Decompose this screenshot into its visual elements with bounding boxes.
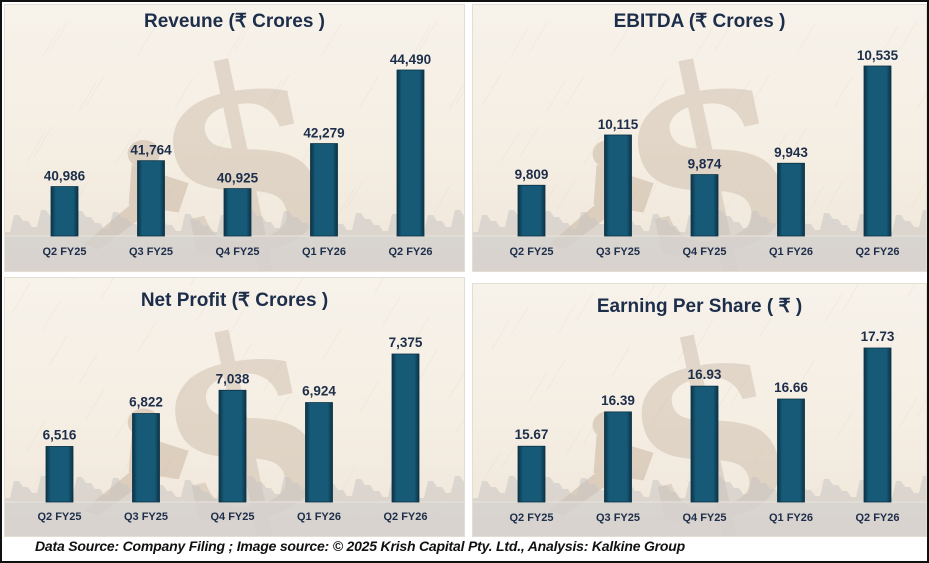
bar-value-label: 16.93 — [688, 367, 722, 382]
bar — [305, 402, 333, 503]
chart-title: Net Profit (₹ Crores ) — [141, 290, 328, 311]
bar — [517, 184, 546, 237]
skyline-silhouette — [473, 210, 926, 271]
skyline-silhouette — [5, 210, 464, 271]
bar-value-label: 7,375 — [389, 335, 423, 350]
bar — [223, 188, 252, 237]
bar — [137, 160, 165, 237]
bar — [45, 446, 74, 503]
bar-value-label: 10,535 — [857, 48, 899, 63]
bar-value-label: 9,943 — [774, 145, 808, 160]
x-tick-label: Q2 FY25 — [42, 246, 86, 258]
bar-value-label: 6,822 — [129, 395, 163, 410]
bar — [863, 347, 892, 503]
x-tick-label: Q2 FY25 — [509, 246, 553, 258]
bar — [690, 174, 719, 237]
bar — [396, 69, 425, 237]
x-tick-label: Q2 FY25 — [509, 512, 553, 524]
skyline-silhouette — [473, 476, 926, 536]
bar-value-label: 9,874 — [688, 157, 722, 172]
x-tick-label: Q1 FY26 — [297, 511, 341, 523]
bar-value-label: 44,490 — [390, 52, 431, 67]
x-tick-label: Q3 FY25 — [596, 246, 640, 258]
bar-value-label: 16.66 — [774, 380, 808, 395]
revenue-chart-panel: $ Reveune (₹ Crores ) 40,986 Q2 FY25 41,764 Q… — [4, 4, 465, 272]
chart-title: EBITDA (₹ Crores ) — [614, 11, 786, 32]
bar — [50, 186, 79, 237]
source-footer: Data Source: Company Filing ; Image sour… — [35, 538, 685, 554]
bar — [132, 413, 160, 503]
x-tick-label: Q2 FY26 — [855, 512, 899, 524]
bar — [777, 162, 805, 237]
x-tick-label: Q2 FY26 — [388, 246, 432, 258]
x-tick-label: Q4 FY25 — [682, 512, 726, 524]
bar-value-label: 9,809 — [515, 167, 549, 182]
bar — [604, 411, 632, 503]
x-tick-label: Q1 FY26 — [769, 512, 813, 524]
chart-title: Reveune (₹ Crores ) — [144, 11, 325, 32]
x-tick-label: Q3 FY25 — [129, 246, 173, 258]
bar-value-label: 42,279 — [303, 126, 344, 141]
bar-value-label: 16.39 — [601, 393, 635, 408]
bar — [391, 353, 420, 503]
bar-value-label: 40,925 — [217, 171, 259, 186]
bar-value-label: 15.67 — [515, 427, 549, 442]
x-tick-label: Q3 FY25 — [596, 512, 640, 524]
bar-value-label: 17.73 — [861, 329, 895, 344]
x-tick-label: Q3 FY25 — [124, 511, 168, 523]
x-tick-label: Q1 FY26 — [302, 246, 346, 258]
ebitda-chart-panel: $ EBITDA (₹ Crores ) 9,809 Q2 FY25 10,115 Q3 … — [472, 4, 927, 272]
x-tick-label: Q2 FY26 — [383, 511, 427, 523]
chart-title: Earning Per Share ( ₹ ) — [597, 296, 802, 317]
bar-value-label: 7,038 — [216, 371, 250, 386]
bar — [777, 398, 805, 503]
bar — [604, 134, 632, 237]
x-tick-label: Q4 FY25 — [682, 246, 726, 258]
x-tick-label: Q1 FY26 — [769, 246, 813, 258]
skyline-silhouette — [5, 476, 464, 536]
bar — [517, 445, 546, 503]
x-tick-label: Q2 FY26 — [855, 246, 899, 258]
x-tick-label: Q4 FY25 — [215, 246, 259, 258]
bar-value-label: 41,764 — [130, 143, 172, 158]
x-tick-label: Q4 FY25 — [210, 511, 254, 523]
bar — [863, 65, 892, 237]
bar-value-label: 6,924 — [302, 384, 336, 399]
bar — [310, 143, 338, 237]
bar-value-label: 6,516 — [43, 427, 77, 442]
bar — [690, 385, 719, 503]
bar-value-label: 10,115 — [598, 117, 639, 132]
bar-value-label: 40,986 — [44, 169, 86, 184]
x-tick-label: Q2 FY25 — [37, 511, 81, 523]
bar — [218, 389, 247, 503]
